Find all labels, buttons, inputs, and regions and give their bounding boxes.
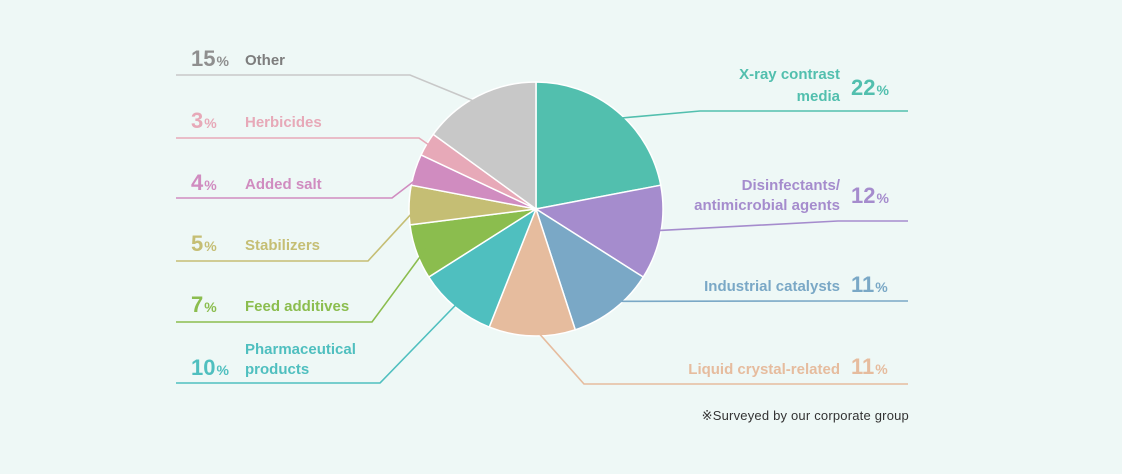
slice-value-industrial-catalysts: 11%: [851, 272, 888, 297]
pie-slice-disinfectants-antimicrobial-agents: [533, 184, 664, 279]
leader-line-liquid-crystal-related: [531, 325, 908, 385]
slice-label-stabilizers: Stabilizers: [245, 237, 320, 254]
footnote: ※Surveyed by our corporate group: [701, 408, 909, 423]
leader-line-x-ray-contrast-media: [610, 110, 908, 120]
slice-label-added-salt: Added salt: [245, 176, 322, 193]
leader-line-pharmaceutical-products: [176, 298, 463, 384]
pie-slice-pharmaceutical-products: [427, 207, 538, 329]
slice-value-pharmaceutical-products: 10%: [191, 355, 229, 380]
pie-slice-x-ray-contrast-media: [535, 81, 662, 210]
leader-line-herbicides: [176, 137, 436, 151]
leader-line-other: [176, 74, 484, 106]
leader-line-feed-additives: [176, 248, 427, 323]
slice-label-liquid-crystal-related: Liquid crystal-related: [688, 361, 840, 378]
slice-value-added-salt: 4%: [191, 170, 217, 195]
slice-value-herbicides: 3%: [191, 108, 217, 133]
leader-line-added-salt: [176, 172, 426, 199]
pie-slice-liquid-crystal-related: [488, 206, 577, 337]
slice-value-stabilizers: 5%: [191, 231, 217, 256]
slice-label-feed-additives: Feed additives: [245, 298, 349, 315]
slice-value-other: 15%: [191, 46, 229, 71]
leader-line-disinfectants-antimicrobial-agents: [650, 220, 908, 232]
slice-label-industrial-catalysts: Industrial catalysts: [704, 278, 840, 295]
slice-label-x-ray-contrast-media: X-ray contrast media: [739, 66, 841, 105]
pie-slice-other: [432, 81, 537, 211]
slice-label-herbicides: Herbicides: [245, 114, 322, 131]
slice-label-pharmaceutical-products: Pharmaceutical products: [245, 341, 356, 378]
leader-line-stabilizers: [176, 204, 420, 262]
pie-slice-industrial-catalysts: [534, 207, 645, 331]
slice-value-feed-additives: 7%: [191, 292, 217, 317]
slice-label-disinfectants-antimicrobial-agents: Disinfectants/antimicrobial agents: [694, 177, 841, 214]
slice-value-x-ray-contrast-media: 22%: [851, 75, 889, 100]
slice-label-other: Other: [245, 52, 285, 69]
slice-value-liquid-crystal-related: 11%: [851, 354, 888, 379]
slice-value-disinfectants-antimicrobial-agents: 12%: [851, 183, 889, 208]
